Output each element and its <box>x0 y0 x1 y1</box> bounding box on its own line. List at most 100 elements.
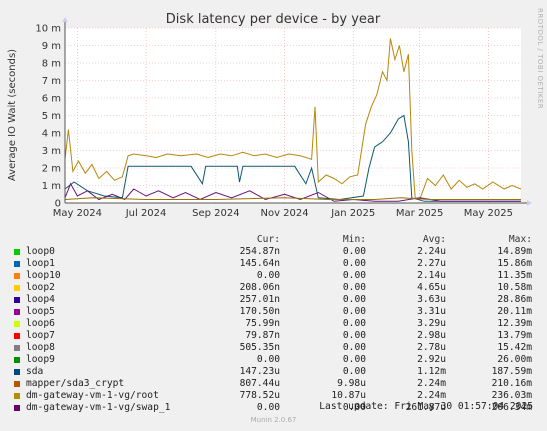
legend-swatch <box>14 405 20 411</box>
legend-min: 0.00 <box>342 354 366 365</box>
legend-swatch <box>14 273 20 279</box>
legend-cur: 0.00 <box>256 402 280 413</box>
legend-row: loop6 75.99n 0.00 3.29u 12.39m <box>14 318 539 330</box>
legend-swatch <box>14 261 20 267</box>
y-tick-label: 0 <box>55 199 61 210</box>
y-tick-label: 9 m <box>42 41 61 52</box>
legend-max: 11.35m <box>497 270 532 281</box>
legend-name: sda <box>26 366 44 377</box>
y-tick-label: 2 m <box>42 164 61 175</box>
legend-cur: 257.01n <box>239 294 280 305</box>
legend-swatch <box>14 297 20 303</box>
grid <box>65 27 521 203</box>
x-tick-label: May 2024 <box>53 208 102 219</box>
legend-min: 0.00 <box>342 246 366 257</box>
legend-cur: 0.00 <box>256 270 280 281</box>
legend-min: 0.00 <box>342 282 366 293</box>
series-lines <box>64 38 522 202</box>
x-tick-label: Jan 2025 <box>330 208 375 219</box>
legend-avg: 2.24m <box>417 390 446 401</box>
header-max: Max: <box>508 234 532 245</box>
legend-min: 0.00 <box>342 258 366 269</box>
header-min: Min: <box>342 234 366 245</box>
legend-swatch <box>14 249 20 255</box>
x-tick-label: Mar 2025 <box>396 208 444 219</box>
legend-cur: 75.99n <box>245 318 280 329</box>
legend-name: loop4 <box>26 294 55 305</box>
legend-cur: 208.06n <box>239 282 280 293</box>
legend-name: loop8 <box>26 342 55 353</box>
legend-avg: 2.27u <box>417 258 446 269</box>
legend-avg: 3.31u <box>417 306 446 317</box>
legend-cur: 145.64n <box>239 258 280 269</box>
legend-row: loop2 208.06n 0.00 4.65u 10.58m <box>14 282 539 294</box>
legend-swatch <box>14 381 20 387</box>
header-cur: Cur: <box>256 234 280 245</box>
legend-cur: 778.52u <box>239 390 280 401</box>
legend-swatch <box>14 345 20 351</box>
legend-min: 0.00 <box>342 318 366 329</box>
legend-swatch <box>14 285 20 291</box>
series-line <box>64 114 521 202</box>
legend-cur: 170.50n <box>239 306 280 317</box>
legend-min: 0.00 <box>342 306 366 317</box>
legend-max: 15.42m <box>497 342 532 353</box>
legend-max: 210.16m <box>491 378 532 389</box>
legend-cur: 807.44u <box>239 378 280 389</box>
x-tick-label: May 2025 <box>464 208 513 219</box>
y-tick-label: 7 m <box>42 76 61 87</box>
legend-max: 20.11m <box>497 306 532 317</box>
y-tick-label: 5 m <box>42 111 61 122</box>
legend-max: 15.86m <box>497 258 532 269</box>
legend-row: mapper/sda3_crypt 807.44u 9.98u 2.24m 210.16… <box>14 378 539 390</box>
y-axis-label: Average IO Wait (seconds) <box>7 49 18 181</box>
legend-avg: 2.24m <box>417 378 446 389</box>
legend-table: Cur: Min: Avg: Max: loop0 254.87n 0.00 2.24… <box>14 234 539 414</box>
y-tick-label: 1 m <box>42 181 61 192</box>
legend-name: loop9 <box>26 354 55 365</box>
legend-max: 206.34m <box>491 402 532 413</box>
series-line <box>64 197 521 200</box>
legend-row: dm-gateway-vm-1-vg/swap_1 0.00 0.00 261.87u… <box>14 402 539 414</box>
legend-name: loop5 <box>26 306 55 317</box>
legend-name: loop6 <box>26 318 55 329</box>
legend-name: dm-gateway-vm-1-vg/swap_1 <box>26 402 171 413</box>
legend-avg: 2.92u <box>417 354 446 365</box>
legend-cur: 0.00 <box>256 354 280 365</box>
x-tick-label: Jul 2024 <box>125 208 167 219</box>
legend-avg: 2.14u <box>417 270 446 281</box>
legend-name: loop7 <box>26 330 55 341</box>
legend-row: loop10 0.00 0.00 2.14u 11.35m <box>14 270 539 282</box>
series-line <box>64 38 522 201</box>
legend-avg: 3.29u <box>417 318 446 329</box>
legend-row: dm-gateway-vm-1-vg/root 778.52u 10.87u 2.24… <box>14 390 539 402</box>
legend-max: 187.59m <box>491 366 532 377</box>
legend-name: dm-gateway-vm-1-vg/root <box>26 390 159 401</box>
legend-swatch <box>14 309 20 315</box>
legend-row: loop5 170.50n 0.00 3.31u 20.11m <box>14 306 539 318</box>
legend-max: 10.58m <box>497 282 532 293</box>
legend-swatch <box>14 369 20 375</box>
legend-cur: 505.35n <box>239 342 280 353</box>
legend-avg: 2.98u <box>417 330 446 341</box>
legend-swatch <box>14 333 20 339</box>
legend-avg: 2.78u <box>417 342 446 353</box>
legend-cur: 79.87n <box>245 330 280 341</box>
legend-avg: 3.63u <box>417 294 446 305</box>
legend-min: 0.00 <box>342 294 366 305</box>
last-update: Last update: Fri May 30 01:57:04 2025 <box>319 401 533 412</box>
legend-max: 14.89m <box>497 246 532 257</box>
y-tick-label: 3 m <box>42 146 61 157</box>
legend-max: 13.79m <box>497 330 532 341</box>
legend-min: 10.87u <box>331 390 366 401</box>
header-avg: Avg: <box>422 234 446 245</box>
axes: 0 1 m 2 m 3 m 4 m 5 m 6 m 7 m 8 m 9 m 10 m May 2024… <box>35 17 532 219</box>
y-tick-label: 6 m <box>42 94 61 105</box>
legend-cur: 254.87n <box>239 246 280 257</box>
legend-name: loop10 <box>26 270 61 281</box>
legend-row: sda 147.23u 0.00 1.12m 187.59m <box>14 366 539 378</box>
series-line <box>64 182 521 202</box>
x-tick-label: Nov 2024 <box>260 208 308 219</box>
legend-name: loop1 <box>26 258 55 269</box>
